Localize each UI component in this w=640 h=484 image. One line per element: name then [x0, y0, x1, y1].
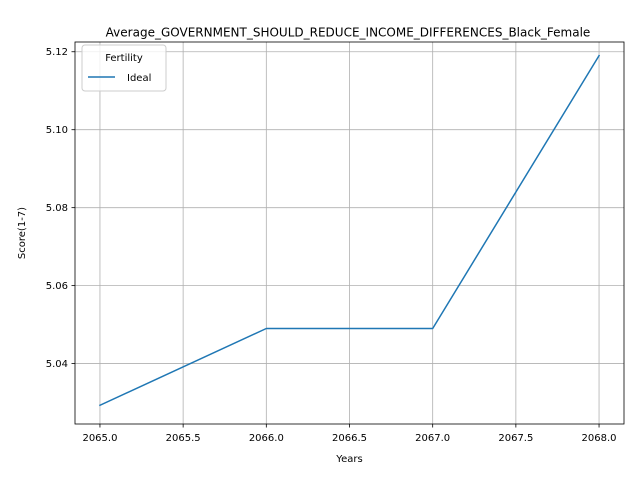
x-tick-label: 2067.5 [498, 433, 533, 444]
y-tick-label: 5.04 [46, 359, 68, 370]
y-axis: 5.04 5.06 5.08 5.10 5.12 [46, 47, 75, 370]
legend-title: Fertility [105, 53, 143, 64]
y-tick-label: 5.10 [46, 125, 68, 136]
x-tick-label: 2065.5 [166, 433, 201, 444]
chart-title: Average_GOVERNMENT_SHOULD_REDUCE_INCOME_… [106, 26, 591, 40]
x-tick-label: 2068.0 [582, 433, 617, 444]
x-tick-label: 2065.0 [82, 433, 117, 444]
x-axis-label: Years [335, 454, 362, 465]
legend-label-ideal: Ideal [127, 73, 151, 84]
y-tick-label: 5.08 [46, 203, 68, 214]
x-tick-label: 2066.0 [249, 433, 284, 444]
x-tick-label: 2067.0 [415, 433, 450, 444]
series-line-ideal [98, 54, 601, 407]
x-tick-label: 2066.5 [332, 433, 367, 444]
x-axis: 2065.0 2065.5 2066.0 2066.5 2067.0 2067.5 2068… [82, 424, 617, 444]
y-tick-label: 5.12 [46, 47, 68, 58]
legend: Fertility Ideal [81, 44, 167, 92]
legend-box [81, 44, 167, 92]
series-layer [98, 54, 601, 407]
y-axis-label: Score(1-7) [17, 207, 28, 259]
y-tick-label: 5.06 [46, 281, 68, 292]
grid-lines [75, 42, 624, 424]
